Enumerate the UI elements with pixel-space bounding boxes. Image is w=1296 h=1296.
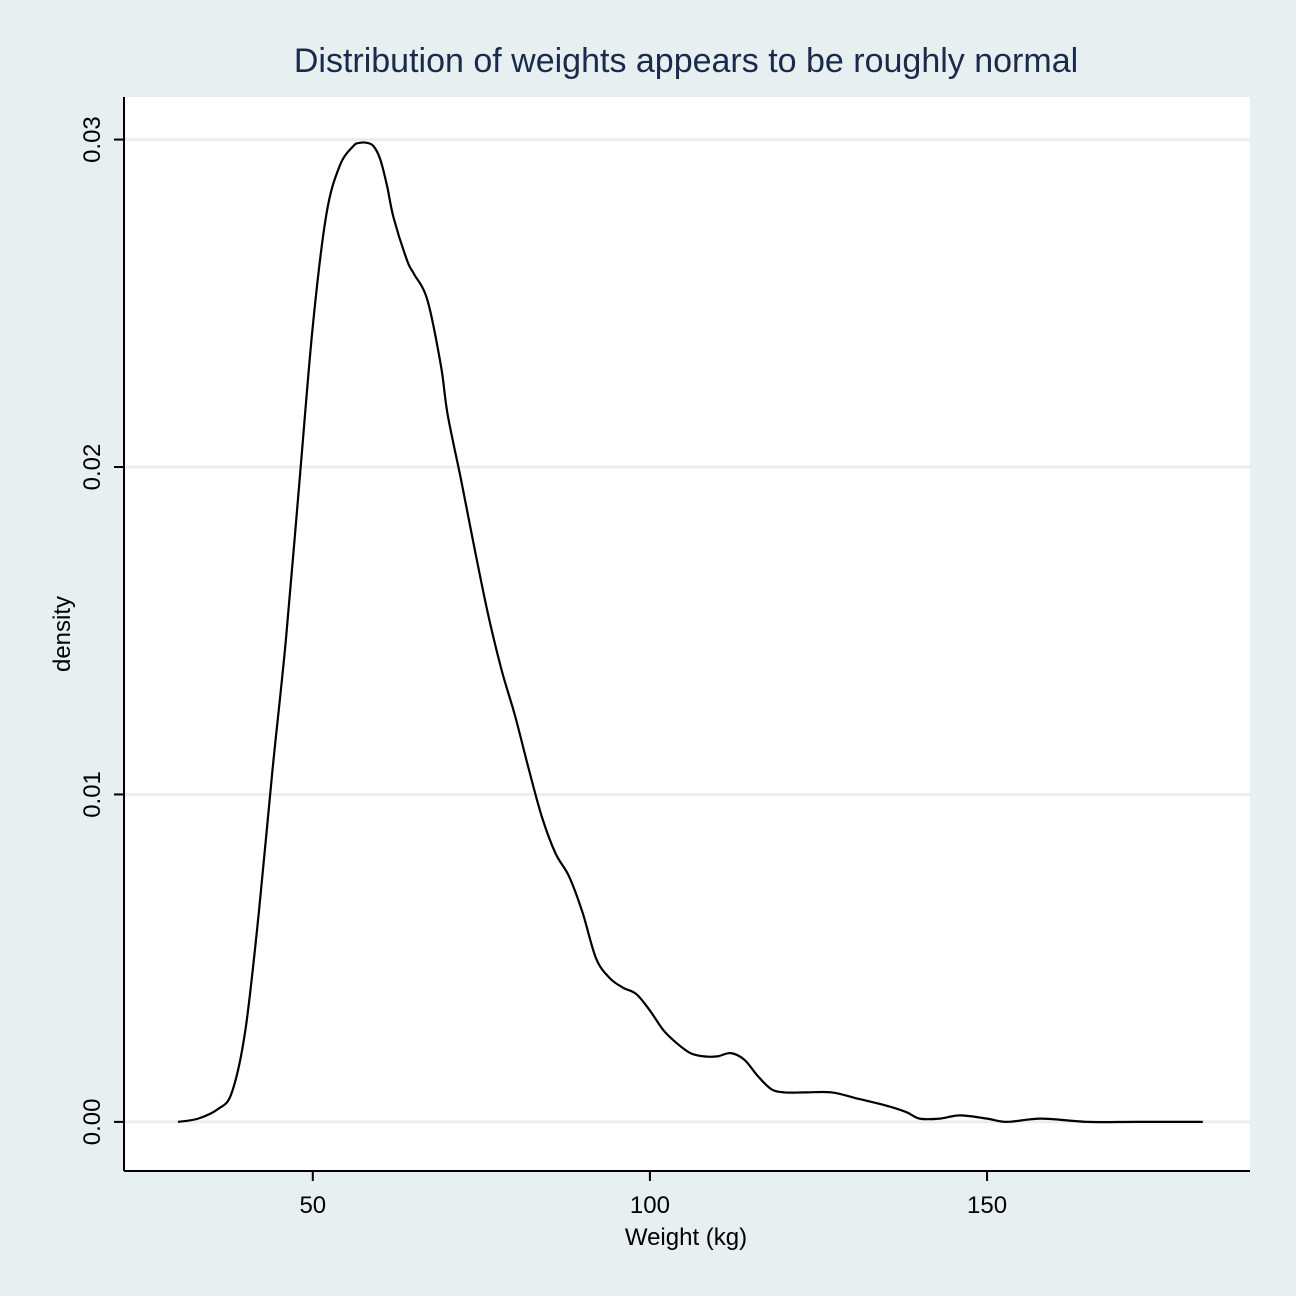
x-tick-label: 150 bbox=[967, 1192, 1007, 1219]
x-tick-label: 50 bbox=[299, 1192, 326, 1219]
chart-title: Distribution of weights appears to be ro… bbox=[294, 42, 1078, 80]
x-axis-title: Weight (kg) bbox=[625, 1224, 747, 1251]
y-axis-title: density bbox=[49, 596, 76, 672]
y-tick-label: 0.02 bbox=[79, 444, 106, 491]
y-tick-label: 0.01 bbox=[79, 771, 106, 818]
axis-ticks: 0.00 0.01 0.02 0.03 50 100 150 bbox=[79, 116, 1007, 1219]
y-tick-label: 0.00 bbox=[79, 1099, 106, 1146]
y-tick-label: 0.03 bbox=[79, 116, 106, 163]
x-tick-label: 100 bbox=[630, 1192, 670, 1219]
grid-lines bbox=[124, 138, 1250, 1124]
plot-area bbox=[124, 97, 1250, 1171]
density-curve bbox=[177, 141, 1203, 1124]
